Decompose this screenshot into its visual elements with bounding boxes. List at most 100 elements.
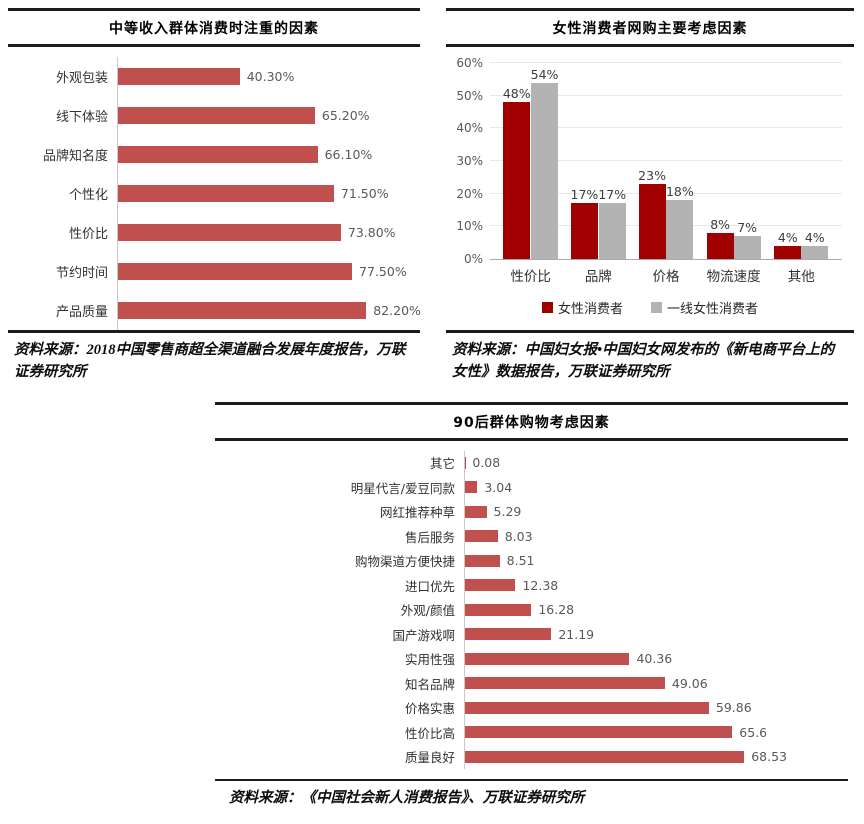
bar (598, 203, 626, 259)
legend-item-female-consumers: 女性消费者 (541, 298, 623, 317)
x-axis-category-label: 物流速度 (706, 269, 761, 285)
y-axis-tick-label: 40% (456, 121, 483, 136)
bar-value-label: 68.53 (751, 749, 788, 765)
bar (666, 200, 694, 259)
bar-plot: 77.50% (117, 252, 420, 291)
bar (465, 481, 478, 494)
y-axis-tick-label: 60% (456, 56, 483, 70)
bar-value-label: 7% (737, 220, 758, 236)
category-label: 实用性强 (404, 652, 455, 668)
bar-row: 性价比高 65.6 (215, 720, 848, 745)
category-label: 明星代言/爱豆同款 (350, 480, 455, 496)
source-note-post90s: 资料来源：《中国社会新人消费报告》、万联证券研究所 (215, 779, 848, 810)
category-label: 购物渠道方便快捷 (354, 554, 455, 570)
y-axis-tick-label: 0% (463, 252, 483, 266)
gridline (490, 225, 842, 227)
bar (465, 628, 552, 641)
legend: 女性消费者 一线女性消费者 (446, 298, 854, 317)
bar (570, 203, 598, 259)
bar-value-label: 65.20% (321, 108, 370, 123)
bar (465, 652, 630, 665)
bar-value-label: 4% (804, 229, 825, 245)
category-label: 性价比 (68, 227, 108, 242)
category-label: 产品质量 (55, 305, 108, 320)
bar-value-label: 0.08 (472, 455, 501, 471)
bar-value-label: 40.36 (636, 651, 673, 667)
bar-value-label: 77.50% (359, 264, 407, 279)
bar (531, 82, 559, 259)
bar (118, 146, 318, 163)
bar-value-label: 66.10% (324, 147, 373, 162)
legend-label-female-consumers: 女性消费者 (557, 302, 623, 317)
category-label: 外观包装 (55, 71, 108, 86)
category-label: 知名品牌 (404, 676, 455, 692)
bar-value-label: 73.80% (347, 225, 396, 240)
category-label: 网红推荐种草 (379, 505, 455, 521)
bar (465, 505, 487, 518)
top-charts-row: 中等收入群体消费时注重的因素 外观包装 40.30% 线下体验 65.20% 品牌知名度… (0, 0, 864, 384)
gridline (490, 62, 842, 63)
bar-row: 知名品牌 49.06 (215, 671, 848, 696)
bar-row: 其它 0.08 (215, 450, 848, 475)
bar-plot: 3.04 (464, 475, 848, 500)
gridline (490, 94, 842, 96)
bar (774, 245, 802, 259)
chart-panel-female-consumers: 女性消费者网购主要考虑因素 0% 10% 20% 30% 40% 50% 60% 48% 54%… (432, 8, 864, 384)
bar-value-label: 8.03 (504, 528, 533, 544)
bar-column: 8% (706, 63, 734, 259)
gridline (490, 127, 842, 129)
x-axis-category-label: 其他 (787, 269, 815, 285)
bar-plot: 8.51 (464, 548, 848, 573)
category-label: 性价比高 (404, 725, 455, 741)
y-axis-tick-label: 50% (456, 88, 483, 103)
bar-column: 17% (570, 63, 599, 259)
category-label: 进口优先 (404, 578, 455, 594)
bar-value-label: 12.38 (522, 577, 559, 593)
bar-value-label: 17% (598, 187, 627, 203)
bar-value-label: 54% (530, 66, 559, 82)
bar-row: 品牌知名度 66.10% (8, 135, 420, 174)
bar-plot: 49.06 (464, 671, 848, 696)
bar (465, 603, 532, 616)
bar-value-label: 8.51 (506, 553, 535, 569)
bar-row: 售后服务 8.03 (215, 524, 848, 549)
category-label: 线下体验 (55, 110, 108, 125)
bar-row: 价格实惠 59.86 (215, 695, 848, 720)
source-note-middle-income: 资料来源：2018中国零售商超全渠道融合发展年度报告，万联证券研究所 (8, 330, 420, 384)
bar-row: 进口优先 12.38 (215, 573, 848, 598)
bar (465, 750, 745, 763)
bar (801, 245, 829, 259)
female-consumers-chart-wrap: 0% 10% 20% 30% 40% 50% 60% 48% 54% 17% 17% 23% 18% 8%… (456, 56, 842, 266)
bar-plot: 73.80% (117, 213, 420, 252)
bar (638, 183, 666, 259)
bar-row: 节约时间 77.50% (8, 252, 420, 291)
bar-value-label: 17% (570, 187, 599, 203)
bar-value-label: 18% (665, 184, 694, 200)
bar-column: 4% (801, 63, 829, 259)
category-label: 节约时间 (55, 266, 108, 281)
bar-plot: 21.19 (464, 622, 848, 647)
bar-row: 线下体验 65.20% (8, 96, 420, 135)
bar-row: 购物渠道方便快捷 8.51 (215, 548, 848, 573)
female-consumers-grouped-bar-chart: 0% 10% 20% 30% 40% 50% 60% 48% 54% 17% 17% 23% 18% 8%… (456, 56, 842, 266)
bar-plot: 0.08 (464, 450, 848, 475)
bar-column: 23% (638, 63, 666, 259)
bar-row: 明星代言/爱豆同款 3.04 (215, 475, 848, 500)
x-axis-category-label: 品牌 (584, 269, 612, 285)
category-label: 售后服务 (404, 529, 455, 545)
bar-plot: 5.29 (464, 499, 848, 524)
bar (118, 107, 315, 124)
bar (118, 185, 334, 202)
gridline (490, 192, 842, 194)
bar-row: 网红推荐种草 5.29 (215, 499, 848, 524)
bar-value-label: 40.30% (246, 69, 295, 84)
y-axis-tick-label: 30% (456, 154, 483, 168)
bar (118, 263, 353, 280)
bar (733, 236, 761, 259)
chart-panel-post90s: 90后群体购物考虑因素 其它 0.08 明星代言/爱豆同款 3.04 网红推荐种草 5.2… (215, 401, 848, 810)
source-note-female-consumers: 资料来源：中国妇女报•中国妇女网发布的《新电商平台上的女性》数据报告，万联证券研… (446, 330, 854, 384)
bar-plot: 40.36 (464, 646, 848, 671)
category-label: 个性化 (68, 188, 108, 203)
bar-value-label: 4% (777, 229, 798, 245)
